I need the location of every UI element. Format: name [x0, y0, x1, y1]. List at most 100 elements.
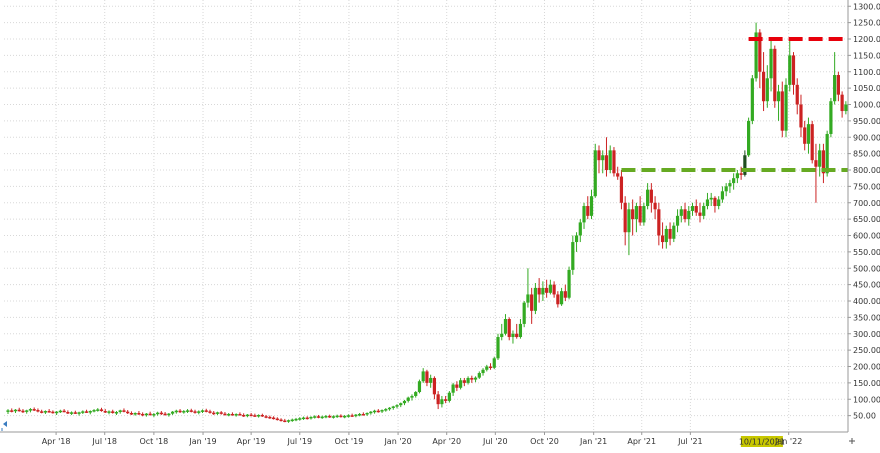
candle [563, 284, 567, 301]
candle-body [275, 418, 279, 421]
candle-body [616, 173, 620, 177]
candle-body [533, 287, 538, 311]
candle-body [604, 155, 609, 170]
candle [492, 356, 496, 370]
candle-body [118, 410, 122, 413]
candle-body [103, 411, 107, 413]
candle-body [324, 415, 328, 418]
candle-body [791, 55, 796, 85]
candle [275, 417, 279, 421]
candle-body [387, 407, 392, 410]
candle-body [96, 409, 100, 411]
candle [702, 202, 706, 220]
candle-body [803, 127, 807, 144]
y-tick-label: 900.00 [853, 133, 880, 142]
candle-body [698, 212, 702, 216]
candle [616, 166, 620, 180]
candle-body [335, 415, 339, 418]
candle-body [32, 409, 36, 411]
candle [114, 411, 119, 415]
candle-body [503, 319, 508, 334]
candle-body [350, 415, 354, 417]
candle [776, 84, 781, 121]
candle [593, 143, 597, 198]
candle [245, 413, 249, 418]
candle-body [271, 417, 276, 420]
candle-body [376, 410, 380, 413]
candle-body [88, 411, 92, 413]
candle-body [653, 202, 657, 210]
y-tick-label: 450.00 [853, 281, 880, 290]
candle-body [687, 210, 691, 220]
candle [660, 222, 665, 249]
candle-body [784, 84, 788, 131]
candle-body [447, 392, 451, 401]
candle [646, 183, 650, 210]
candle [369, 411, 373, 415]
candle [780, 81, 784, 138]
candle [350, 413, 354, 417]
candle [477, 371, 481, 379]
candle [99, 407, 104, 412]
scroll-left-icon[interactable] [3, 421, 7, 427]
candle-body [571, 242, 575, 270]
candle [55, 411, 59, 415]
candle [425, 369, 429, 387]
candle-body [574, 235, 579, 243]
candle-body [152, 413, 156, 416]
y-tick-label: 800.00 [853, 166, 880, 175]
candle [788, 39, 792, 92]
candle [380, 409, 384, 414]
candle-body [758, 32, 762, 72]
candle-body [358, 413, 362, 416]
candle [608, 145, 612, 174]
candle-body [818, 150, 822, 167]
candle [451, 382, 455, 396]
highlight-date-label: 10/11/2021 [739, 438, 785, 447]
candle-body [43, 411, 48, 413]
candle-body [301, 417, 306, 420]
candle-body [492, 358, 496, 368]
candle-body [55, 411, 59, 414]
candle-body [283, 420, 287, 423]
add-icon[interactable] [849, 438, 855, 444]
candle-body [589, 196, 594, 216]
candle [219, 411, 223, 415]
candle-body [406, 397, 410, 401]
candle [88, 410, 92, 415]
candle [328, 414, 332, 418]
candle [518, 319, 523, 339]
candle-body [354, 414, 358, 417]
candle [230, 412, 235, 416]
candle-body [249, 414, 253, 417]
candle [586, 196, 590, 220]
candle-body [750, 78, 754, 121]
y-tick-label: 400.00 [853, 297, 880, 306]
candle-body [320, 416, 324, 419]
candle-body [264, 416, 268, 418]
candle-body [728, 183, 732, 187]
y-tick-label: 1050.00 [853, 84, 880, 93]
candle-body [200, 410, 205, 412]
x-tick-label: Jul '19 [286, 437, 312, 446]
candle [803, 120, 807, 151]
candle [36, 408, 40, 413]
x-tick-label: Apr '20 [432, 437, 461, 446]
candle-body [541, 287, 545, 295]
candle-body [806, 124, 811, 144]
candle-body [526, 294, 530, 303]
candle-body [444, 399, 448, 401]
candle [791, 52, 796, 95]
candle-body [268, 416, 272, 419]
candle-body [627, 209, 631, 233]
candle [836, 71, 840, 102]
y-tick-label: 850.00 [853, 150, 880, 159]
candle-body [365, 413, 369, 415]
candle [372, 409, 377, 414]
candle-body [141, 413, 145, 416]
candle [260, 413, 264, 417]
candle [178, 409, 182, 414]
candle-body [440, 399, 444, 405]
candle-body [36, 410, 40, 412]
candle-body [178, 410, 182, 413]
